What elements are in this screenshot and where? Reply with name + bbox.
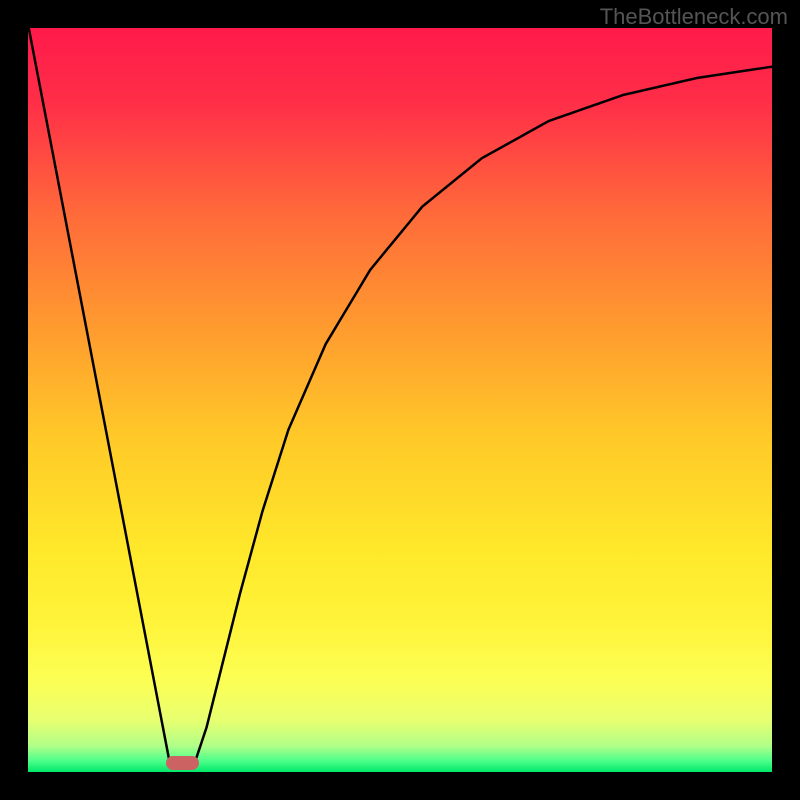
plot-area bbox=[28, 28, 772, 772]
chart-container: TheBottleneck.com bbox=[0, 0, 800, 800]
right-curve bbox=[195, 67, 772, 761]
left-line bbox=[29, 28, 170, 761]
bottleneck-marker bbox=[166, 756, 199, 769]
watermark-text: TheBottleneck.com bbox=[600, 4, 788, 30]
curve-layer bbox=[28, 28, 772, 772]
